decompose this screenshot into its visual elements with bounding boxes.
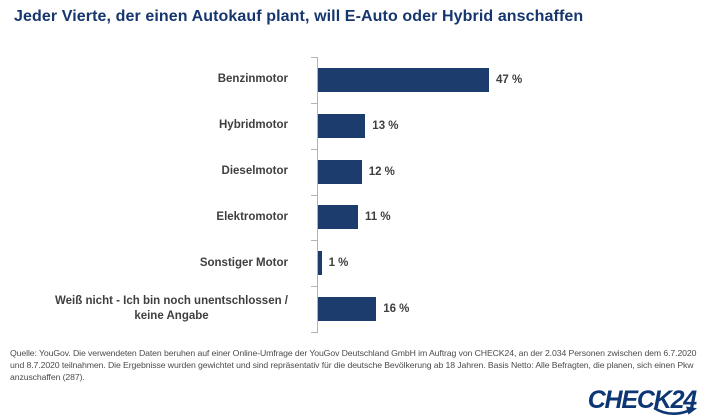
bar <box>318 251 322 276</box>
category-label: Dieselmotor <box>0 149 288 195</box>
category-label: Weiß nicht - Ich bin noch unentschlossen… <box>0 286 288 332</box>
bar <box>318 205 358 230</box>
value-label: 11 % <box>365 211 391 224</box>
chart-row: Elektromotor 11 % <box>0 194 710 240</box>
axis-tick <box>311 148 318 150</box>
bar <box>318 113 366 138</box>
check24-logo-text: CHECK24 <box>587 386 698 414</box>
category-label: Elektromotor <box>0 194 288 240</box>
axis-tick <box>311 102 318 104</box>
chart-row: Weiß nicht - Ich bin noch unentschlossen… <box>0 286 710 332</box>
chart-row: Hybridmotor 13 % <box>0 103 710 149</box>
category-label: Hybridmotor <box>0 103 288 149</box>
bar-chart: Benzinmotor 47 % Hybridmotor 13 % Diesel… <box>0 57 710 333</box>
chart-rows: Benzinmotor 47 % Hybridmotor 13 % Diesel… <box>0 57 710 332</box>
category-label: Benzinmotor <box>0 57 288 103</box>
axis-tick <box>311 57 318 58</box>
bar <box>318 67 489 92</box>
check24-logo: CHECK24 <box>587 386 698 415</box>
bar <box>318 159 362 184</box>
value-label: 1 % <box>328 257 349 270</box>
category-label: Sonstiger Motor <box>0 240 288 286</box>
value-label: 13 % <box>372 119 399 132</box>
value-label: 16 % <box>383 303 410 316</box>
axis-tick <box>311 332 318 333</box>
chart-row: Sonstiger Motor 1 % <box>0 240 710 286</box>
axis-tick <box>311 240 318 242</box>
source-note: Quelle: YouGov. Die verwendeten Daten be… <box>10 348 697 382</box>
value-label: 12 % <box>368 165 395 178</box>
chart-row: Dieselmotor 12 % <box>0 149 710 195</box>
category-label-text: Benzinmotor <box>217 73 288 86</box>
axis-tick <box>311 286 318 288</box>
check24-swoosh-icon <box>653 406 697 415</box>
category-label-text: Dieselmotor <box>221 165 288 178</box>
value-label: 47 % <box>496 73 523 86</box>
bar <box>318 297 377 322</box>
chart-row: Benzinmotor 47 % <box>0 57 710 103</box>
category-label-text: Hybridmotor <box>219 119 288 132</box>
category-label-text: Sonstiger Motor <box>199 256 288 269</box>
chart-title: Jeder Vierte, der einen Autokauf plant, … <box>14 8 584 25</box>
axis-tick <box>311 194 318 196</box>
category-label-text: Weiß nicht - Ich bin noch unentschlossen… <box>55 295 288 323</box>
category-label-text: Elektromotor <box>216 210 288 223</box>
